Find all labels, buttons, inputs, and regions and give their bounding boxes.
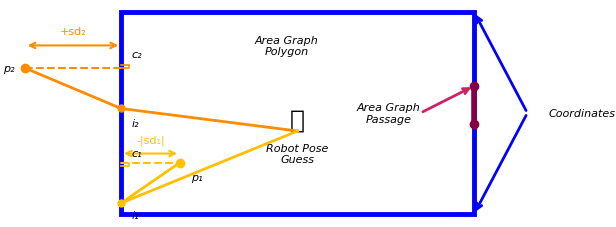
Text: Coordinates: Coordinates (549, 109, 616, 118)
Text: i₂: i₂ (132, 118, 139, 128)
Text: i₁: i₁ (132, 210, 139, 220)
Text: c₁: c₁ (132, 148, 142, 158)
Text: Robot Pose
Guess: Robot Pose Guess (266, 143, 329, 165)
Text: p₁: p₁ (190, 172, 202, 182)
Text: +sd₂: +sd₂ (60, 27, 86, 37)
Text: -|sd₁|: -|sd₁| (136, 134, 165, 145)
Text: c₂: c₂ (132, 50, 142, 60)
Text: Area Graph
Passage: Area Graph Passage (357, 103, 420, 124)
Text: Area Graph
Polygon: Area Graph Polygon (255, 35, 318, 57)
Text: p₂: p₂ (2, 64, 14, 74)
Text: 🤖: 🤖 (290, 108, 305, 132)
